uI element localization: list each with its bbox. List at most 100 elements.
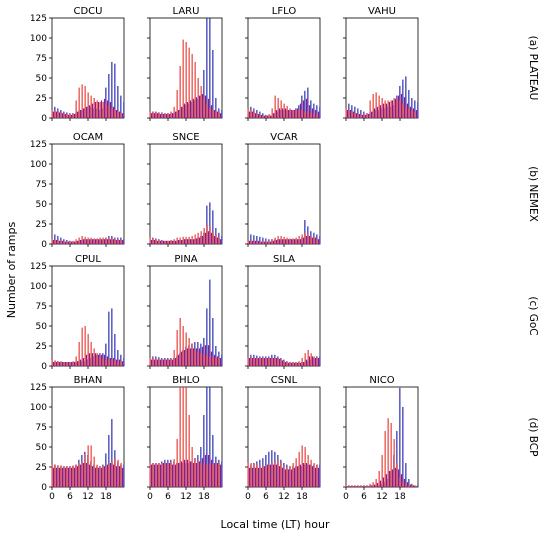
purple-bar: [198, 237, 201, 244]
purple-bar: [278, 239, 281, 244]
purple-bar: [58, 240, 61, 244]
red-bar: [69, 114, 71, 118]
red-bar: [206, 224, 208, 244]
purple-bar: [109, 102, 112, 118]
red-bar: [108, 359, 110, 366]
purple-bar: [257, 114, 260, 118]
red-bar: [265, 466, 267, 487]
blue-bar: [417, 102, 419, 118]
red-bar: [280, 100, 282, 118]
purple-bar: [299, 362, 302, 366]
x-tick-label: 0: [147, 492, 153, 502]
purple-bar: [352, 486, 355, 487]
red-bar: [366, 113, 368, 118]
purple-bar: [201, 94, 204, 118]
red-bar: [292, 238, 294, 244]
red-bar: [167, 463, 169, 487]
blue-bar: [221, 461, 223, 487]
purple-bar: [195, 238, 198, 244]
red-bar: [167, 113, 169, 118]
purple-bar: [94, 102, 97, 118]
red-bar: [363, 485, 365, 487]
purple-bar: [293, 110, 296, 118]
blue-bar: [408, 90, 410, 118]
y-tick-label: 50: [36, 74, 48, 84]
purple-bar: [373, 108, 376, 118]
purple-bar: [355, 486, 358, 487]
purple-bar: [361, 114, 364, 118]
red-bar: [316, 358, 318, 366]
red-bar: [360, 485, 362, 487]
blue-bar: [215, 346, 217, 366]
red-bar: [108, 105, 110, 118]
blue-bar: [310, 100, 312, 118]
purple-bar: [82, 239, 85, 244]
purple-bar: [308, 464, 311, 487]
red-bar: [179, 237, 181, 244]
blue-bar: [117, 350, 119, 366]
purple-bar: [391, 469, 394, 487]
y-tick-label: 125: [30, 140, 47, 150]
purple-bar: [275, 110, 278, 118]
purple-bar: [82, 358, 85, 366]
purple-bar: [272, 240, 275, 244]
red-bar: [298, 361, 300, 366]
purple-bar: [162, 359, 165, 366]
blue-bar: [105, 87, 107, 118]
y-tick-label: 75: [36, 423, 47, 433]
red-bar: [108, 237, 110, 244]
blue-bar: [396, 431, 398, 487]
red-bar: [105, 466, 107, 487]
blue-bar: [111, 308, 113, 366]
purple-bar: [88, 105, 91, 118]
red-bar: [369, 483, 371, 487]
red-bar: [72, 113, 74, 118]
y-tick-label: 25: [36, 220, 47, 230]
purple-bar: [412, 485, 415, 487]
red-bar: [250, 358, 252, 366]
blue-bar: [203, 415, 205, 487]
purple-bar: [394, 98, 397, 118]
purple-bar: [284, 362, 287, 366]
purple-bar: [278, 358, 281, 366]
purple-bar: [61, 113, 64, 118]
red-bar: [384, 431, 386, 487]
purple-bar: [156, 359, 159, 366]
red-bar: [182, 326, 184, 366]
red-bar: [158, 463, 160, 487]
red-bar: [307, 111, 309, 118]
purple-bar: [207, 231, 210, 244]
red-bar: [87, 445, 89, 487]
red-bar: [271, 108, 273, 118]
purple-bar: [55, 240, 58, 244]
purple-bar: [367, 486, 370, 487]
purple-bar: [150, 113, 153, 118]
purple-bar: [219, 464, 222, 487]
red-bar: [206, 103, 208, 118]
purple-bar: [192, 98, 195, 118]
blue-bar: [304, 90, 306, 118]
red-bar: [54, 110, 56, 118]
red-bar: [51, 110, 53, 118]
purple-bar: [94, 467, 97, 487]
panel-frame: [149, 143, 223, 245]
red-bar: [286, 237, 288, 244]
purple-bar: [106, 356, 109, 366]
red-bar: [262, 241, 264, 244]
red-bar: [265, 241, 267, 244]
purple-bar: [82, 463, 85, 487]
purple-bar: [263, 115, 266, 118]
purple-bar: [317, 358, 320, 366]
red-bar: [310, 353, 312, 366]
red-bar: [161, 240, 163, 244]
blue-bar: [105, 343, 107, 366]
purple-bar: [317, 111, 320, 118]
purple-bar: [153, 359, 156, 366]
red-bar: [69, 241, 71, 244]
red-bar: [161, 113, 163, 118]
red-bar: [69, 466, 71, 487]
red-bar: [185, 42, 187, 118]
purple-bar: [168, 463, 171, 487]
purple-bar: [415, 110, 418, 118]
red-bar: [152, 358, 154, 366]
